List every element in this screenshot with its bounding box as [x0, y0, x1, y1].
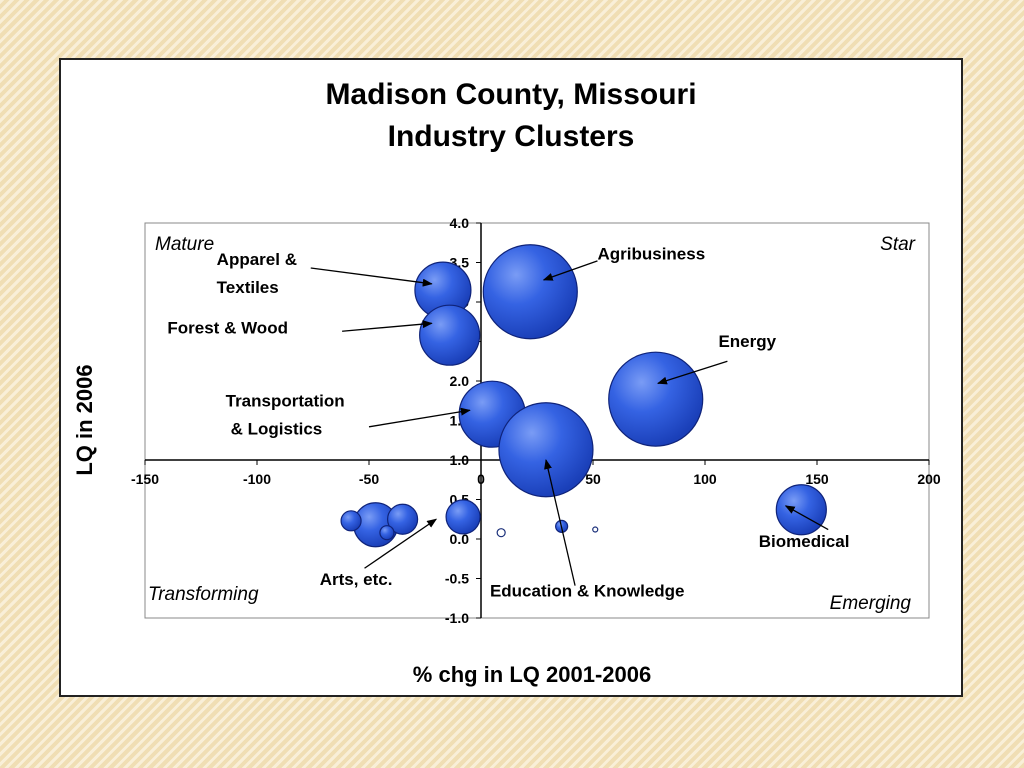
- x-tick-label: -50: [359, 471, 379, 487]
- quadrant-label-star: Star: [880, 234, 916, 255]
- bubble: [498, 402, 594, 498]
- x-tick-label: 50: [585, 471, 601, 487]
- x-tick-label: 150: [805, 471, 829, 487]
- x-tick-label: 0: [477, 471, 485, 487]
- slide-panel: [59, 58, 963, 697]
- bubble: [592, 526, 599, 533]
- quadrant-label-transforming: Transforming: [148, 584, 259, 605]
- annotation-label-arts-etc: Arts, etc.: [320, 570, 393, 589]
- annotation-label-transportation-logistics: Transportation & Logistics: [226, 391, 345, 438]
- quadrant-label-mature: Mature: [155, 234, 214, 255]
- bubble: [775, 484, 827, 536]
- x-axis-title: % chg in LQ 2001-2006: [413, 662, 651, 687]
- plot-area: [144, 222, 930, 619]
- bubble: [496, 528, 506, 538]
- bubble: [608, 351, 704, 447]
- x-tick-label: -100: [243, 471, 271, 487]
- annotation-label-biomedical: Biomedical: [759, 532, 850, 551]
- y-tick-label: -0.5: [445, 571, 469, 587]
- bubble: [387, 503, 419, 535]
- annotation-arrow-agribusiness: [542, 260, 598, 281]
- x-tick-label: -150: [131, 471, 159, 487]
- y-axis-title: LQ in 2006: [72, 364, 97, 475]
- annotation-arrow-forest-wood: [342, 320, 433, 332]
- bubble: [379, 525, 395, 541]
- annotation-arrow-transportation-logistics: [368, 407, 471, 428]
- annotation-arrow-education-knowledge: [544, 459, 576, 586]
- y-tick-label: 2.0: [450, 373, 470, 389]
- annotation-label-agribusiness: Agribusiness: [597, 244, 705, 263]
- annotation-arrow-apparel-textiles: [310, 267, 433, 287]
- annotation-arrow-arts-etc: [364, 518, 438, 569]
- annotation-label-forest-wood: Forest & Wood: [167, 319, 288, 338]
- annotation-label-education-knowledge: Education & Knowledge: [490, 582, 685, 601]
- bubble: [419, 304, 481, 366]
- chart-title-line-1: Madison County, Missouri: [325, 78, 697, 111]
- annotation-label-apparel-textiles: Apparel & Textiles: [217, 250, 297, 297]
- y-tick-label: 0.0: [450, 531, 470, 547]
- annotation-label-energy: Energy: [718, 332, 776, 351]
- y-tick-label: -1.0: [445, 610, 469, 626]
- annotation-arrow-energy: [657, 360, 728, 385]
- x-tick-label: 100: [693, 471, 717, 487]
- y-tick-label: 4.0: [450, 215, 470, 231]
- chart-title: Madison County, Missouri Industry Cluste…: [59, 74, 963, 158]
- chart-title-line-2: Industry Clusters: [387, 120, 635, 153]
- annotation-arrow-biomedical: [784, 505, 829, 531]
- y-tick-label: 1.0: [450, 452, 470, 468]
- bubble: [340, 510, 362, 532]
- x-tick-label: 200: [917, 471, 941, 487]
- bubble: [482, 244, 578, 340]
- bubble: [445, 499, 481, 535]
- quadrant-label-emerging: Emerging: [830, 593, 912, 614]
